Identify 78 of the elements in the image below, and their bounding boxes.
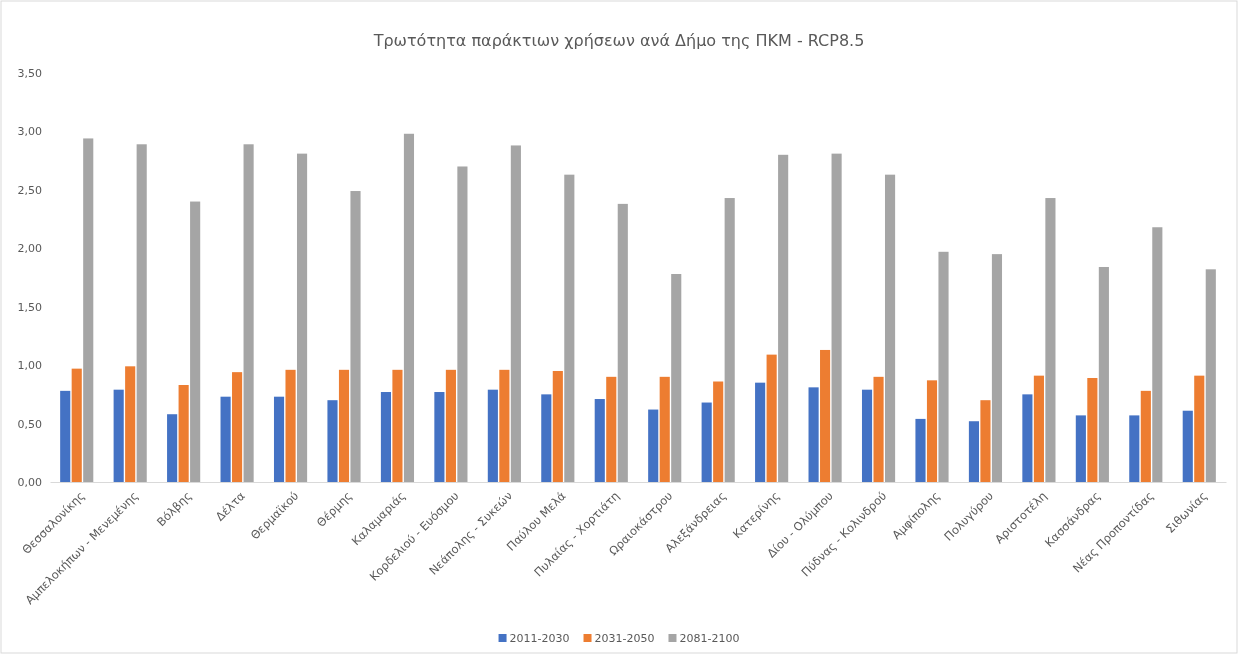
bar — [136, 144, 147, 482]
bar — [541, 394, 552, 482]
bar — [1098, 266, 1109, 482]
bar — [392, 369, 403, 482]
bar — [434, 392, 445, 482]
bar — [606, 376, 617, 482]
bar — [220, 396, 231, 482]
bar — [1182, 410, 1193, 482]
bar — [873, 376, 884, 482]
bar — [178, 385, 189, 482]
legend-label: 2011-2030 — [509, 632, 570, 645]
bar — [778, 154, 789, 482]
bar — [884, 174, 896, 482]
bar — [968, 421, 980, 482]
bar — [1152, 227, 1163, 482]
bar — [285, 369, 296, 482]
bar — [1045, 198, 1056, 482]
bar — [713, 381, 724, 482]
bar — [296, 153, 308, 482]
bar — [671, 273, 682, 482]
bar — [755, 382, 766, 482]
bar — [338, 369, 350, 482]
bar — [403, 133, 415, 482]
legend-label: 2081-2100 — [679, 632, 740, 645]
bar — [1205, 269, 1216, 482]
bar — [648, 409, 659, 482]
bar — [60, 390, 71, 482]
bar — [327, 400, 338, 482]
y-tick-label: 1,00 — [17, 359, 42, 373]
bar — [243, 144, 254, 482]
bar — [820, 349, 831, 482]
bar — [380, 392, 392, 482]
bar — [232, 372, 243, 482]
bar — [350, 191, 361, 482]
bar — [980, 400, 991, 482]
bar — [617, 203, 628, 482]
bar — [1129, 415, 1140, 482]
chart-title: Τρωτότητα παράκτιων χρήσεων ανά Δήμο της ΠΚΜ - RCP8.5 — [372, 31, 865, 50]
bar — [71, 368, 82, 482]
bar — [701, 402, 712, 482]
bar — [564, 174, 575, 482]
bar — [273, 396, 285, 482]
bar — [499, 369, 510, 482]
bar — [594, 399, 605, 482]
bar — [83, 138, 94, 482]
bar — [861, 389, 873, 482]
bar — [1140, 390, 1151, 482]
bar — [167, 414, 178, 482]
bar — [831, 153, 842, 482]
legend-label: 2031-2050 — [594, 632, 655, 645]
bar — [552, 370, 563, 482]
y-tick-label: 0,00 — [17, 476, 42, 490]
y-tick-label: 1,50 — [17, 300, 42, 314]
bar — [445, 369, 456, 482]
bar — [457, 166, 468, 482]
bar — [766, 354, 777, 482]
bar — [724, 198, 735, 482]
y-tick-label: 3,00 — [17, 125, 42, 139]
bar — [938, 251, 949, 482]
bar — [808, 387, 819, 482]
bar — [510, 145, 521, 482]
bar — [659, 376, 670, 482]
bar — [991, 254, 1003, 482]
bar — [1075, 415, 1086, 482]
bar — [125, 366, 136, 482]
bar — [113, 389, 124, 482]
bar — [915, 418, 926, 482]
bar — [926, 380, 938, 482]
bar — [1022, 394, 1033, 482]
bar — [1087, 378, 1098, 482]
bar — [190, 201, 201, 482]
y-tick-label: 0,50 — [17, 417, 42, 431]
y-tick-label: 2,00 — [17, 242, 42, 256]
y-tick-label: 2,50 — [17, 183, 42, 197]
y-tick-label: 3,50 — [17, 67, 42, 81]
bar — [487, 389, 498, 482]
bar — [1194, 375, 1205, 482]
bar — [1033, 375, 1044, 482]
